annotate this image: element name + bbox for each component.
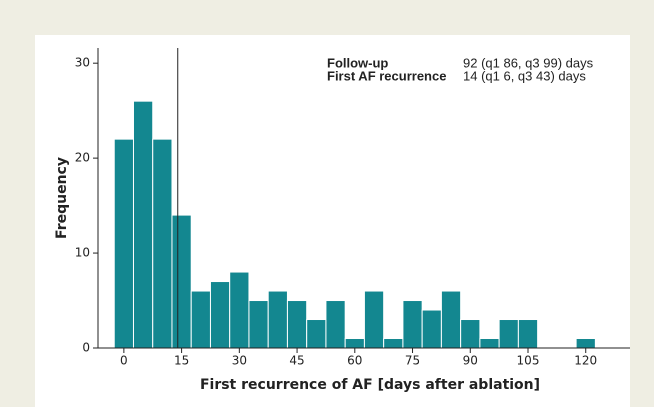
bar [383,338,404,349]
bar [113,138,134,349]
x-axis-label: First recurrence of AF [days after ablat… [200,377,540,393]
y-tick-label: 30 [75,56,90,70]
annotation-label: First AF recurrence [327,68,446,83]
x-tick-label: 0 [120,354,128,368]
x-tick-label: 15 [174,354,189,368]
bar [171,214,192,349]
x-tick-label: 90 [463,354,478,368]
x-tick-label: 45 [289,354,304,368]
x-tick-label: 105 [517,354,540,368]
bar [460,319,481,349]
x-tick-label: 75 [405,354,420,368]
bar [575,338,596,349]
bar [267,290,288,349]
bar [286,300,308,349]
y-tick-label: 20 [75,151,90,165]
bar [479,338,500,349]
bar [517,319,539,349]
bar [363,290,385,349]
y-tick-label: 10 [75,246,90,260]
y-axis-label: Frequency [54,157,70,239]
bar [325,300,346,349]
bar [440,290,462,349]
bar [152,138,173,349]
annotation-text: 92 (q1 86, q3 99) days [463,55,594,70]
bar [209,281,231,349]
x-tick-label: 120 [574,354,597,368]
bar [229,271,250,349]
bar [421,309,442,349]
annotation-label: Follow-up [327,55,388,70]
bar [132,100,154,349]
bar [190,290,211,349]
annotation-text: 14 (q1 6, q3 43) days [463,68,586,83]
bar [344,338,365,349]
bar [248,300,269,349]
x-tick-label: 60 [347,354,362,368]
bar [402,300,423,349]
bar [306,319,327,349]
x-tick-label: 30 [232,354,247,368]
bar [498,319,519,349]
y-tick-label: 0 [82,341,90,355]
